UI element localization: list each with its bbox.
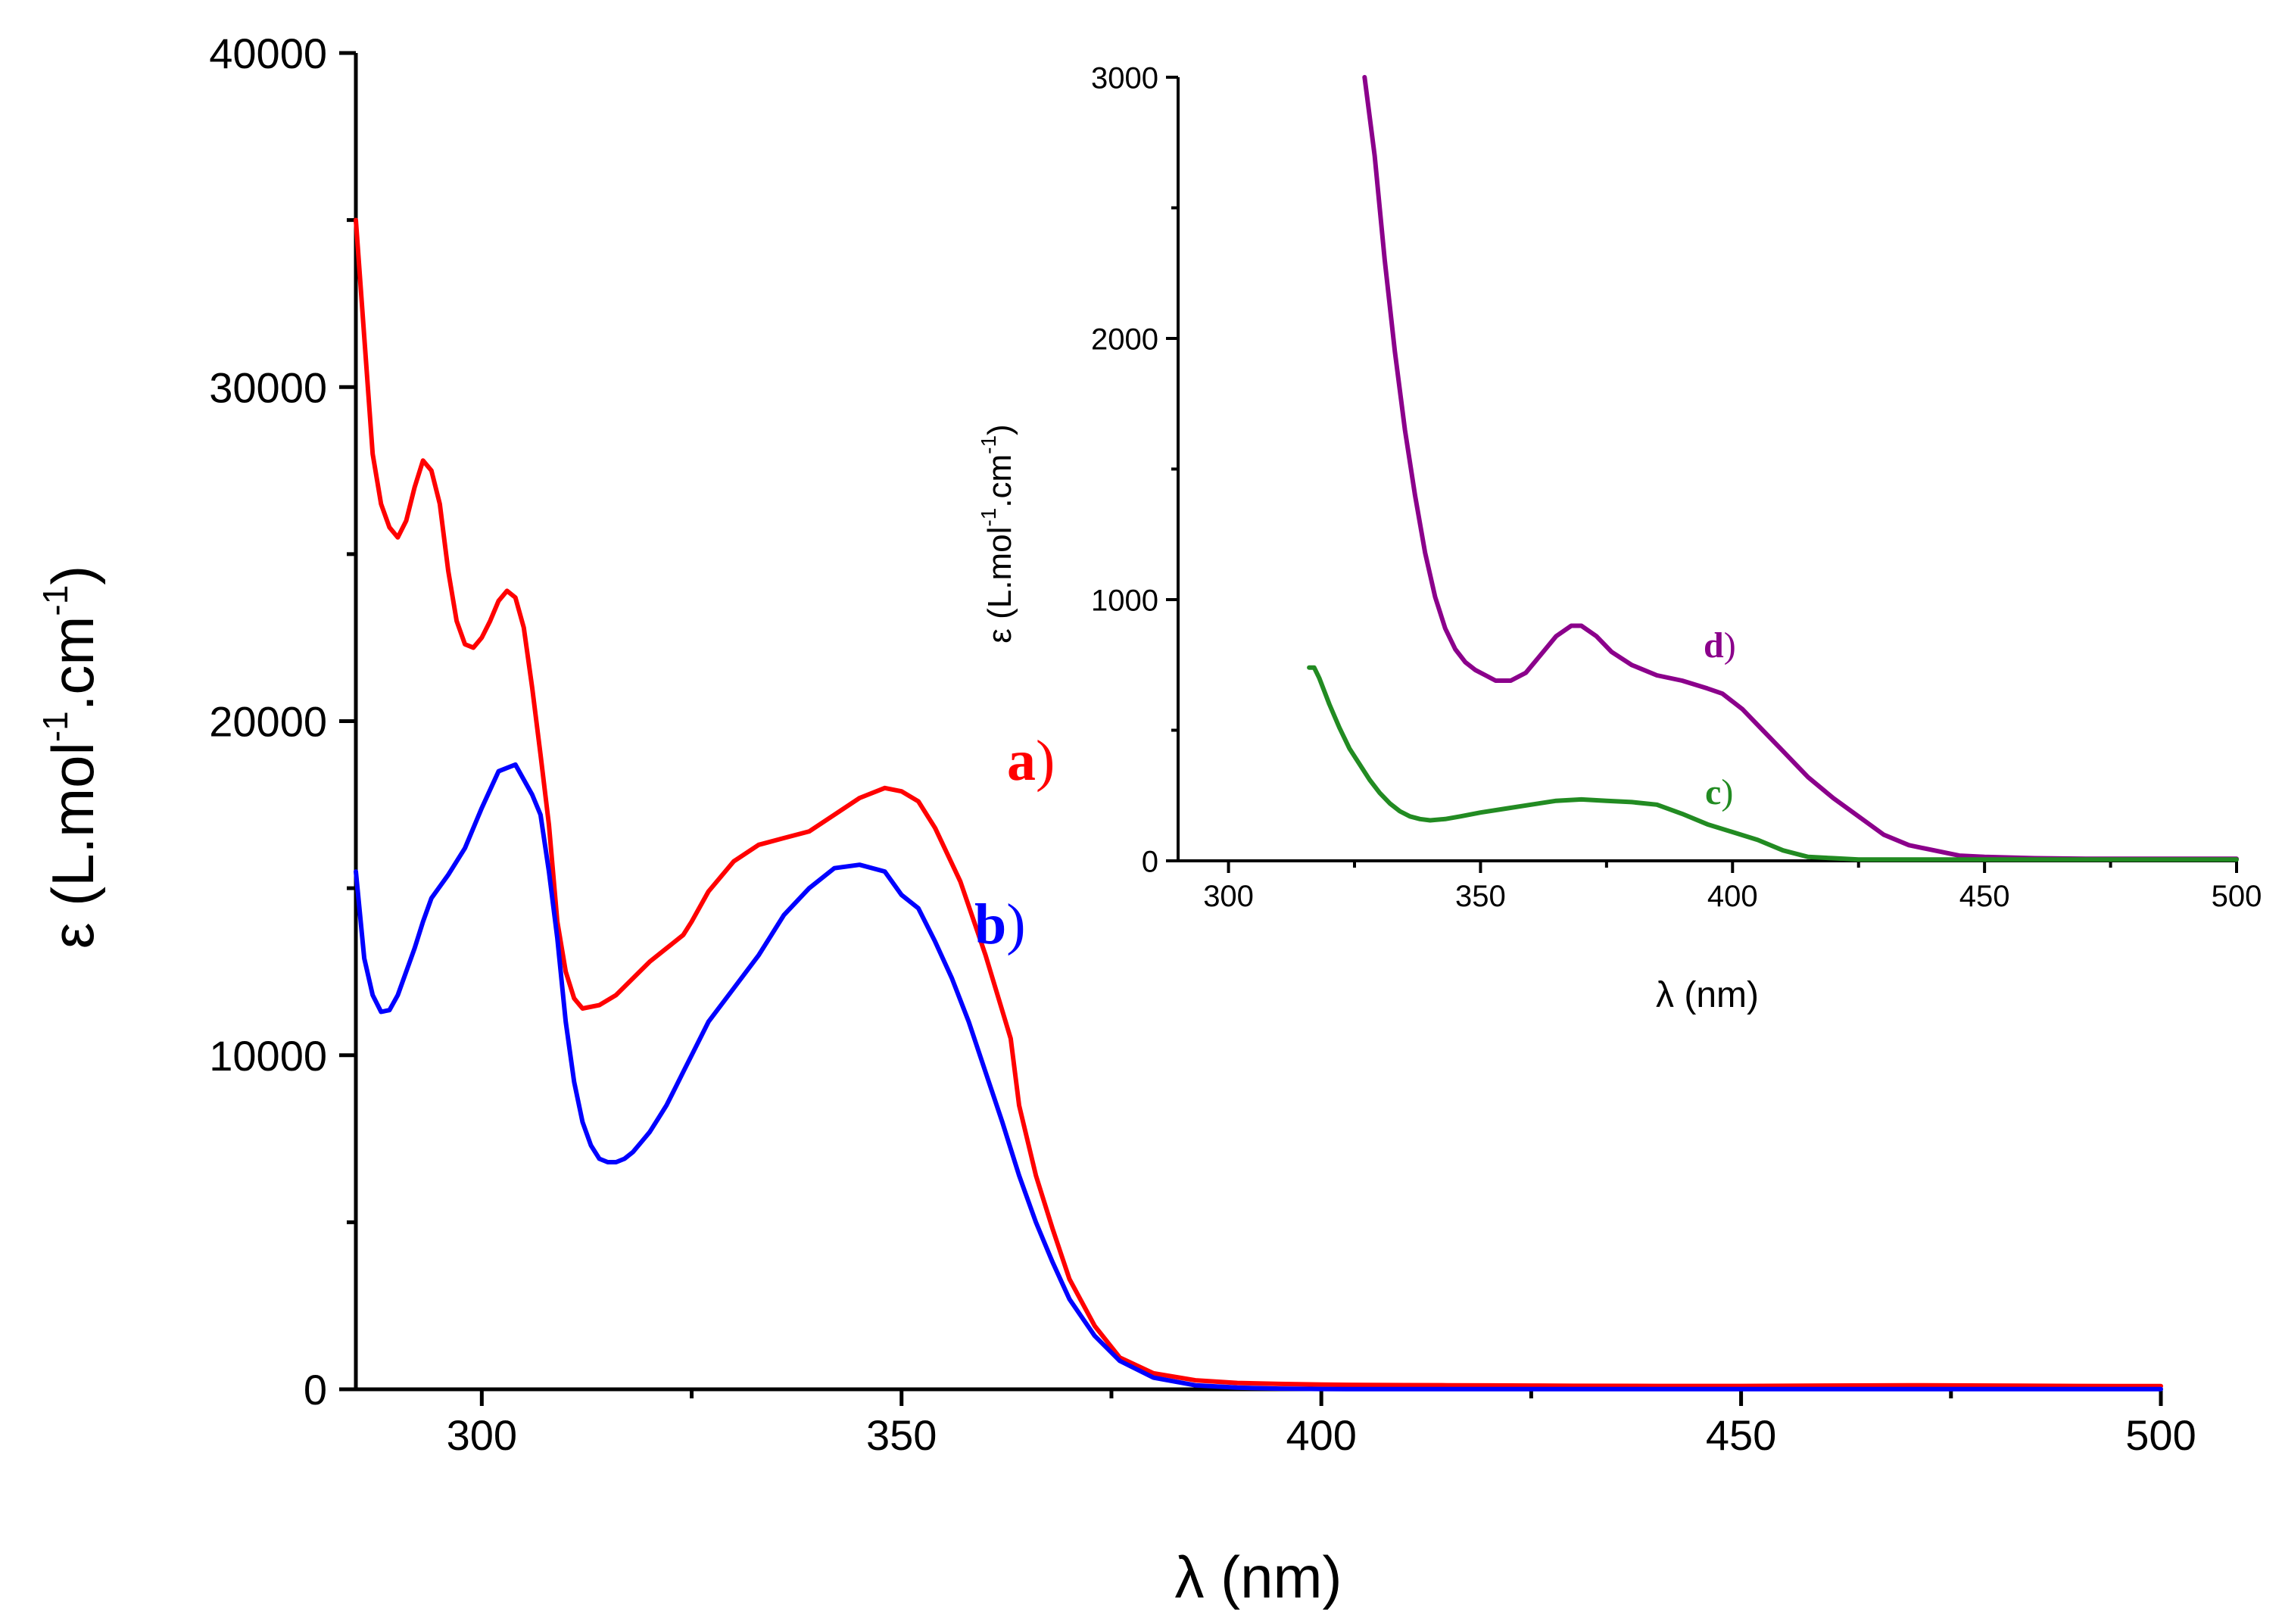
inset-x-tick-label: 300 xyxy=(1203,880,1254,913)
main-x-tick-label: 400 xyxy=(1286,1411,1356,1459)
main-y-tick-label: 0 xyxy=(304,1366,327,1414)
series-c-label: c) xyxy=(1705,772,1733,812)
inset-y-tick-label: 3000 xyxy=(1091,61,1158,95)
main-y-tick-label: 20000 xyxy=(209,698,327,746)
main-series xyxy=(354,217,2163,1392)
inset-chart: 300 350 400 450 500 0 1000 2000 3000 λ (nm) ε (… xyxy=(977,61,2262,1015)
inset-y-tick-label: 1000 xyxy=(1091,584,1158,617)
inset-x-tick-label: 500 xyxy=(2212,880,2262,913)
main-x-tick-labels: 300 350 400 450 500 xyxy=(447,1411,2196,1459)
series-b-label: b) xyxy=(974,893,1026,956)
main-x-axis-label: λ (nm) xyxy=(1175,1544,1342,1610)
inset-y-axis-label: ε (L.mol-1.cm-1) xyxy=(977,424,1018,643)
inset-x-axis-label: λ (nm) xyxy=(1656,975,1759,1015)
inset-x-tick-label: 450 xyxy=(1959,880,2010,913)
inset-ticks xyxy=(1166,76,2238,873)
series-a-label: a) xyxy=(1007,729,1055,793)
inset-x-tick-label: 400 xyxy=(1707,880,1758,913)
inset-series xyxy=(1307,75,2239,862)
main-y-tick-labels: 0 10000 20000 30000 40000 xyxy=(209,30,327,1414)
series-c-line xyxy=(1307,665,2239,862)
main-y-axis-label: ε (L.mol-1.cm-1) xyxy=(36,566,106,949)
inset-y-tick-label: 0 xyxy=(1142,845,1158,878)
series-b-line xyxy=(354,762,2163,1392)
main-y-tick-label: 40000 xyxy=(209,30,327,77)
main-x-tick-label: 500 xyxy=(2125,1411,2196,1459)
main-x-tick-label: 350 xyxy=(866,1411,937,1459)
series-d-line xyxy=(1362,75,2239,862)
inset-y-tick-labels: 0 1000 2000 3000 xyxy=(1091,61,1158,878)
inset-x-tick-labels: 300 350 400 450 500 xyxy=(1203,880,2262,913)
inset-x-tick-label: 350 xyxy=(1455,880,1506,913)
series-a-line xyxy=(354,217,2163,1389)
main-x-tick-label: 300 xyxy=(447,1411,517,1459)
main-x-tick-label: 450 xyxy=(1706,1411,1776,1459)
inset-y-tick-label: 2000 xyxy=(1091,323,1158,356)
main-ticks xyxy=(339,51,2163,1406)
main-y-tick-label: 30000 xyxy=(209,363,327,411)
series-d-label: d) xyxy=(1704,625,1736,665)
main-y-tick-label: 10000 xyxy=(209,1032,327,1080)
